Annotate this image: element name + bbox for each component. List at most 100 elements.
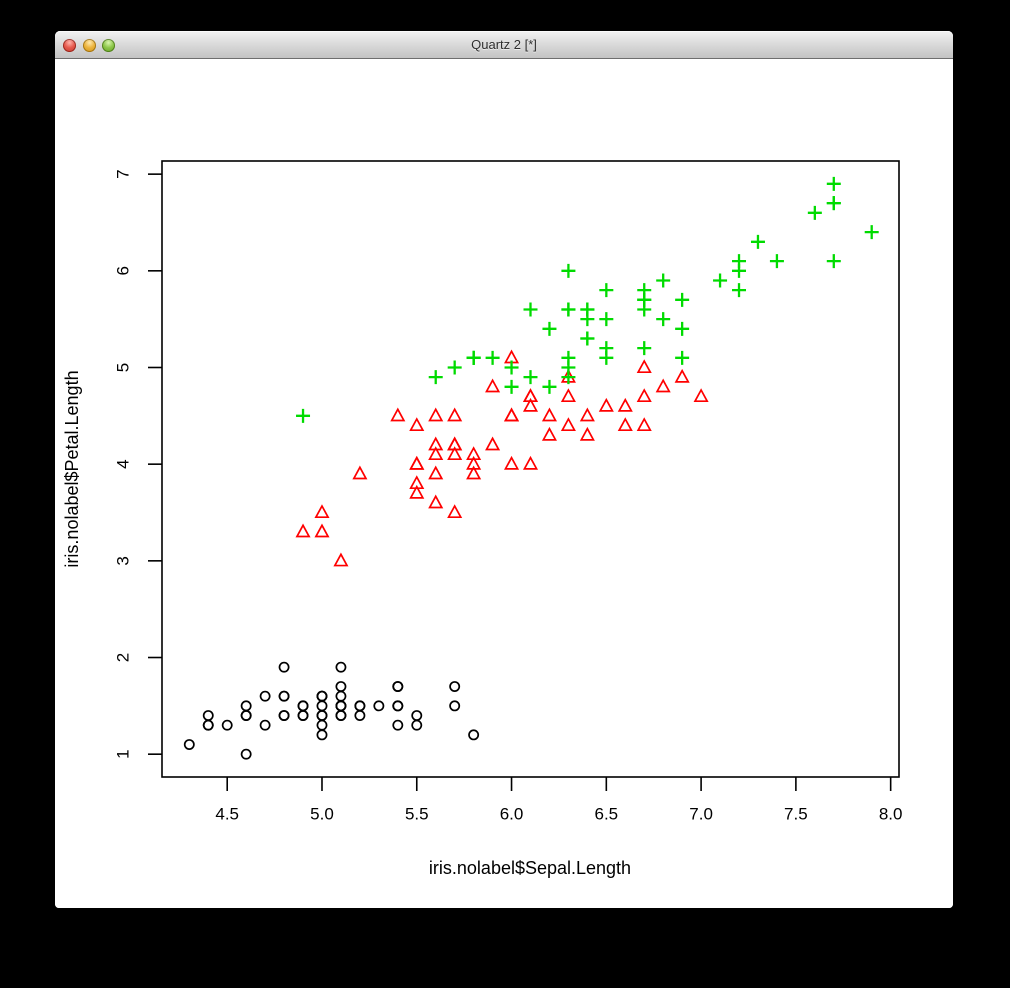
data-point-plus (675, 321, 690, 336)
minimize-button[interactable] (82, 39, 96, 52)
y-tick-label: 3 (114, 556, 133, 565)
data-point-circle (202, 719, 214, 731)
plot-box (161, 160, 900, 778)
data-point-circle (316, 710, 328, 721)
data-point-triangle (522, 455, 539, 470)
y-axis-title: iris.nolabel$Petal.Length (62, 370, 82, 567)
data-point-circle (240, 700, 252, 712)
data-point-circle (259, 690, 271, 702)
data-point-triangle (428, 465, 444, 480)
data-point-circle (297, 710, 309, 721)
y-tick-label: 1 (114, 749, 133, 758)
quartz-window: Quartz 2 [*] (55, 31, 953, 908)
data-point-triangle (352, 465, 368, 480)
plot-canvas (55, 59, 953, 908)
data-point-triangle (390, 407, 406, 422)
data-point-plus (826, 176, 841, 191)
data-point-plus (769, 254, 784, 269)
data-point-triangle (617, 417, 633, 432)
window-title: Quartz 2 [*] (471, 37, 537, 52)
data-point-triangle (598, 397, 614, 412)
data-point-triangle (466, 455, 482, 470)
data-point-circle (316, 690, 328, 702)
data-point-plus (561, 360, 576, 375)
data-point-circle (278, 690, 290, 702)
data-point-triangle (617, 397, 633, 412)
zoom-button[interactable] (102, 39, 115, 52)
x-tick-label: 7.5 (784, 805, 808, 824)
data-point-triangle (314, 523, 330, 538)
data-point-circle (449, 681, 461, 692)
data-point-triangle (541, 426, 557, 441)
data-point-circle (316, 700, 328, 712)
data-point-triangle (295, 523, 311, 538)
data-point-triangle (560, 388, 576, 403)
data-point-circle (240, 710, 252, 721)
data-point-plus (580, 312, 595, 327)
data-point-triangle (636, 417, 652, 432)
data-point-circle (392, 681, 404, 692)
data-point-triangle (314, 504, 330, 519)
data-point-plus (504, 360, 519, 375)
x-tick-label: 6.5 (595, 805, 619, 824)
data-point-circle (411, 719, 423, 731)
data-point-plus (561, 263, 576, 278)
data-point-plus (732, 263, 747, 278)
data-point-plus (580, 331, 595, 346)
data-point-plus (826, 254, 841, 269)
data-point-triangle (447, 504, 463, 519)
data-point-triangle (522, 397, 539, 412)
data-point-plus (675, 350, 690, 365)
data-point-circle (259, 719, 271, 731)
close-button[interactable] (63, 39, 76, 52)
data-point-triangle (466, 465, 482, 480)
data-point-triangle (428, 436, 444, 451)
data-point-triangle (674, 368, 690, 383)
data-point-plus (523, 302, 538, 317)
data-point-circle (221, 719, 233, 731)
data-point-circle (335, 661, 347, 673)
y-tick-label: 7 (114, 169, 133, 178)
window-titlebar[interactable]: Quartz 2 [*] (55, 31, 953, 59)
data-point-plus (656, 312, 671, 327)
data-point-triangle (504, 455, 520, 470)
data-point-triangle (485, 436, 501, 451)
data-point-plus (807, 205, 822, 220)
data-point-circle (411, 710, 423, 721)
data-point-circle (392, 719, 404, 731)
data-point-plus (750, 234, 765, 249)
data-point-plus (447, 360, 462, 375)
data-point-circle (240, 748, 252, 760)
data-point-circle (316, 729, 328, 741)
data-point-triangle (428, 446, 444, 461)
y-tick-label: 2 (114, 653, 133, 662)
data-point-circle (335, 710, 347, 721)
data-point-plus (466, 350, 481, 365)
data-point-triangle (560, 417, 576, 432)
data-point-plus (542, 379, 557, 394)
data-point-plus (656, 273, 671, 288)
data-point-circle (392, 700, 404, 712)
data-point-triangle (409, 484, 425, 499)
x-tick-label: 7.0 (689, 805, 713, 824)
data-point-triangle (409, 455, 425, 470)
data-point-circle (354, 710, 366, 721)
data-point-plus (599, 341, 614, 356)
data-point-circle (297, 700, 309, 712)
data-point-plus (523, 370, 538, 385)
data-point-circle (335, 690, 347, 702)
y-tick-label: 4 (114, 459, 133, 468)
x-tick-label: 5.0 (310, 805, 334, 824)
data-point-circle (335, 700, 347, 712)
data-point-triangle (428, 494, 444, 509)
data-point-circle (354, 700, 366, 712)
data-point-circle (202, 710, 214, 721)
data-point-circle (183, 739, 195, 750)
data-point-circle (316, 719, 328, 731)
data-point-triangle (428, 407, 444, 422)
data-point-plus (637, 341, 652, 356)
data-point-plus (296, 408, 311, 423)
x-tick-label: 5.5 (405, 805, 429, 824)
data-point-circle (278, 661, 290, 673)
data-point-plus (826, 196, 841, 211)
